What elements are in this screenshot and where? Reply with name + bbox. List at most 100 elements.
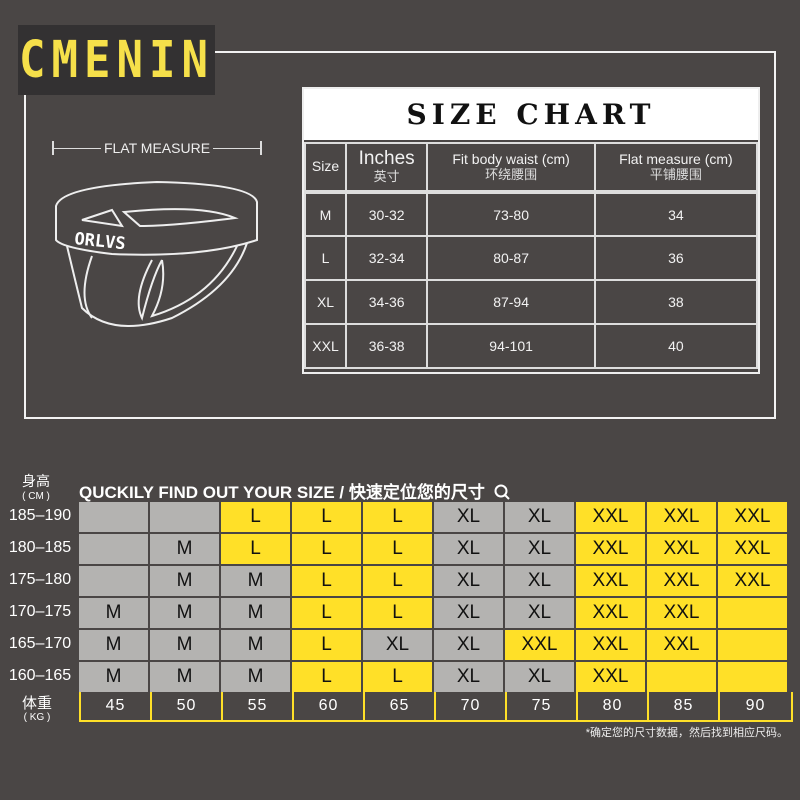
illustration-frame [24,51,776,419]
height-range-label: 165–170 [8,635,72,652]
size-cell: M [150,598,221,628]
weight-value: 75 [507,692,578,720]
size-finder-grid: L L L XL XL XXL XXL XXL M L L L XL XL XXL XXL XXL M M L L XL X… [79,502,789,694]
size-cell: M [79,630,150,660]
size-cell: XL [434,630,505,660]
size-chart-table: SIZE CHART Size Inches 英寸 Fit body waist (c… [302,87,760,374]
finder-note: *确定您的尺寸数据，然后找到相应尺码。 [585,727,788,739]
size-row: M M L L XL XL XXL XXL XXL [79,566,789,598]
size-cell: XXL [505,630,576,660]
size-cell: XL [434,598,505,628]
weight-value: 90 [745,697,766,714]
weight-value: 85 [649,692,720,720]
size-cell [79,566,150,596]
size-cell: XXL [576,502,647,532]
size-cell: L [363,566,434,596]
height-range-label: 185–190 [8,507,72,524]
size-cell: XL [505,502,576,532]
size-cell: L [221,534,292,564]
size-cell: M [221,566,292,596]
weight-value: 80 [578,692,649,720]
weight-value: 50 [152,692,223,720]
height-axis-label: 身高( CM ) [22,473,50,503]
size-cell: XL [505,534,576,564]
table-cell: 73-80 [426,191,596,237]
size-cell [718,630,789,660]
brief-illustration: ORLVS [55,180,258,327]
size-cell: L [292,566,363,596]
size-cell: XL [434,534,505,564]
size-cell: XXL [718,566,789,596]
size-cell: XL [434,662,505,692]
size-cell: M [150,534,221,564]
size-cell: XL [434,566,505,596]
size-cell: L [363,662,434,692]
size-cell: XL [505,662,576,692]
weight-row: 45 50 55 60 65 70 75 80 85 90 [79,692,793,722]
table-cell: 80-87 [426,235,596,281]
finder-title: QUCKILY FIND OUT YOUR SIZE / 快速定位您的尺寸 [79,478,512,503]
weight-axis-label: 体重( KG ) [22,695,53,723]
table-row: M 30-32 73-80 34 [304,191,759,237]
size-cell: XXL [718,534,789,564]
size-cell: XXL [647,598,718,628]
size-row: M M M L L XL XL XXL XXL [79,598,789,630]
table-row: XL 34-36 87-94 38 [304,279,759,325]
weight-value: 65 [365,692,436,720]
table-row: L 32-34 80-87 36 [304,235,759,281]
table-cell: 36 [593,235,759,281]
size-cell: XXL [718,502,789,532]
size-row: M M M L XL XL XXL XXL XXL [79,630,789,662]
size-cell [79,534,150,564]
size-cell: L [221,502,292,532]
size-cell: L [363,502,434,532]
table-cell: 34-36 [344,279,429,325]
table-cell: 36-38 [344,323,429,369]
table-cell: 34 [593,191,759,237]
table-cell: 30-32 [344,191,429,237]
column-header: Size [304,142,347,194]
size-row: L L L XL XL XXL XXL XXL [79,502,789,534]
size-cell: XXL [647,502,718,532]
size-cell: XL [505,566,576,596]
size-cell: M [79,598,150,628]
table-cell: XL [304,279,347,325]
table-cell: XXL [304,323,347,369]
weight-value: 60 [294,692,365,720]
size-cell [647,662,718,692]
size-cell: XXL [576,662,647,692]
column-header: Fit body waist (cm) 环绕腰围 [426,142,596,194]
size-cell: L [292,598,363,628]
table-cell: 38 [593,279,759,325]
weight-value: 70 [436,692,507,720]
weight-value: 55 [223,692,294,720]
column-header: Inches 英寸 [344,142,429,194]
size-row: M M M L L XL XL XXL [79,662,789,694]
flat-measure-indicator: FLAT MEASURE [52,138,262,158]
table-row: XXL 36-38 94-101 40 [304,323,759,369]
table-cell: 94-101 [426,323,596,369]
size-cell: M [150,566,221,596]
size-cell: M [221,630,292,660]
size-cell: XXL [647,566,718,596]
size-cell: M [221,598,292,628]
size-cell: XL [363,630,434,660]
table-cell: 32-34 [344,235,429,281]
size-cell: M [221,662,292,692]
size-cell [150,502,221,532]
size-cell: XXL [576,566,647,596]
size-cell: XXL [576,534,647,564]
size-cell [718,598,789,628]
size-cell: L [363,534,434,564]
size-row: M L L L XL XL XXL XXL XXL [79,534,789,566]
size-cell: L [292,502,363,532]
table-cell: L [304,235,347,281]
brand-logo: CMENIN [18,25,215,95]
size-cell [79,502,150,532]
height-range-label: 170–175 [8,603,72,620]
height-range-label: 175–180 [8,571,72,588]
size-cell: L [292,534,363,564]
size-cell: M [150,662,221,692]
size-cell: XL [434,502,505,532]
table-cell: 40 [593,323,759,369]
